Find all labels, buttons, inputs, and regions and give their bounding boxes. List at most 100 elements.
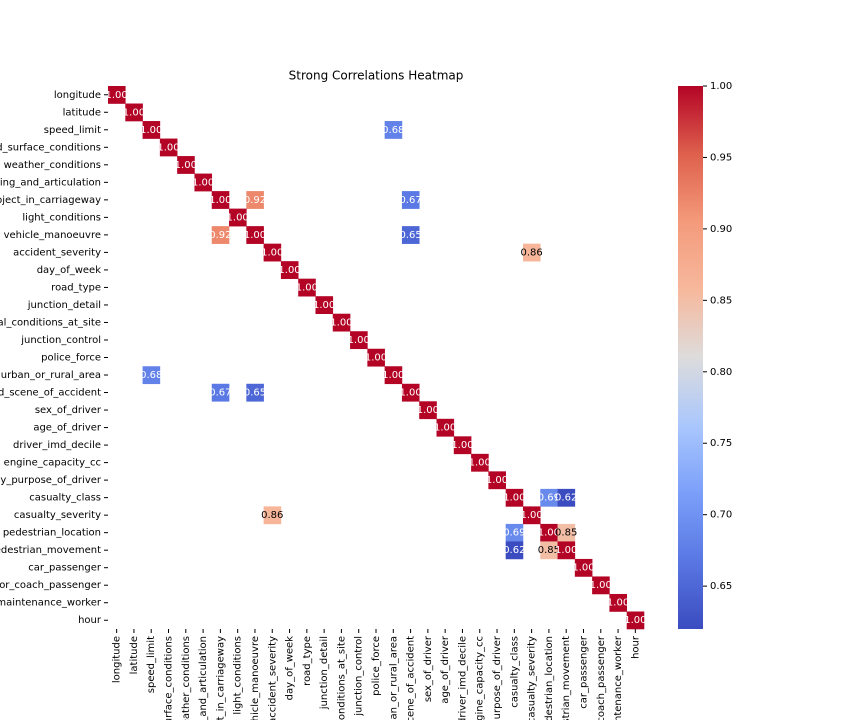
heatmap-cell [488, 471, 506, 490]
chart-title: Strong Correlations Heatmap [289, 69, 464, 83]
cell-label: 1.00 [417, 405, 439, 416]
x-tick-label: police_force [371, 636, 382, 696]
heatmap-cell [108, 86, 126, 104]
heatmap-cell [609, 593, 628, 612]
heatmap-cell [574, 558, 593, 577]
heatmap-cell [229, 208, 247, 227]
heatmap-cell [522, 243, 541, 262]
y-tick-label: police_force [41, 353, 101, 364]
heatmap-cell [246, 383, 264, 402]
y-tick-label: vehicle_manoeuvre [4, 230, 101, 241]
cell-label: 1.00 [123, 107, 145, 118]
x-tick-label: sex_of_driver [423, 635, 434, 702]
heatmap-cell [557, 523, 576, 542]
heatmap-cell [246, 191, 264, 209]
x-tick-label: accident_severity [267, 636, 278, 720]
y-tick-label: latitude [63, 107, 101, 118]
heatmap-cell [540, 541, 558, 560]
cell-label: 1.00 [244, 230, 266, 241]
cell-label: 1.00 [503, 493, 525, 504]
cell-label: 1.00 [157, 142, 179, 153]
x-tick-label: casualty_severity [527, 636, 538, 720]
heatmap-cell [401, 226, 420, 244]
heatmap-cell [211, 226, 230, 244]
x-tick-label: special_conditions_at_site [336, 636, 347, 720]
cell-label: 1.00 [175, 160, 197, 171]
colorbar-tick-label: 0.90 [710, 224, 732, 235]
cell-label: 1.00 [313, 300, 335, 311]
cell-label: 1.00 [486, 475, 508, 486]
y-tick-label: road_type [51, 282, 101, 293]
cell-label: 0.86 [520, 247, 542, 258]
x-tick-label: road_type [302, 636, 313, 686]
cell-label: 0.92 [209, 230, 231, 241]
heatmap-cell [401, 383, 420, 402]
cell-label: 1.00 [607, 598, 629, 609]
x-tick-label: latitude [129, 636, 140, 674]
heatmap-cell [367, 348, 385, 367]
y-tick-label: journey_purpose_of_driver [0, 475, 102, 486]
y-tick-label: junction_control [20, 335, 101, 346]
y-tick-label: hour [78, 615, 102, 626]
heatmap-cell [436, 418, 455, 437]
heatmap-cell [471, 453, 489, 472]
heatmap-cell [505, 523, 524, 542]
x-tick-label: road_surface_conditions [164, 636, 175, 720]
heatmap-cell [298, 278, 316, 297]
cell-label: 0.67 [399, 195, 421, 206]
cell-label: 1.00 [434, 423, 456, 434]
cell-label: 1.00 [278, 265, 300, 276]
colorbar-tick-label: 0.95 [710, 152, 732, 163]
colorbar [678, 86, 703, 629]
heatmap-cell [384, 366, 403, 385]
heatmap-cell [626, 611, 645, 630]
cell-label: 1.00 [469, 458, 491, 469]
cell-label: 0.92 [244, 195, 266, 206]
cell-label: 1.00 [520, 510, 542, 521]
x-tick-label: vehicle_manoeuvre [250, 636, 261, 720]
x-tick-label: age_of_driver [440, 635, 451, 704]
cell-label: 1.00 [365, 353, 387, 364]
colorbar-tick-label: 0.65 [710, 581, 732, 592]
x-tick-label: pedestrian_road_maintenance_worker [613, 635, 624, 720]
x-tick-label: bus_or_coach_passenger [596, 635, 607, 720]
y-tick-label: engine_capacity_cc [4, 458, 101, 469]
y-tick-label: bus_or_coach_passenger [0, 580, 102, 591]
y-tick-label: junction_detail [27, 300, 101, 311]
y-tick-label: hit_object_in_carriageway [0, 195, 101, 206]
cell-label: 0.69 [503, 528, 525, 539]
cell-label: 1.00 [106, 90, 128, 101]
y-tick-label: weather_conditions [4, 160, 101, 171]
cell-label: 1.00 [624, 615, 646, 626]
x-tick-label: casualty_class [509, 636, 520, 708]
heatmap-cell [522, 506, 541, 525]
heatmap-cell [125, 103, 143, 122]
cell-label: 1.00 [227, 212, 249, 223]
cell-label: 1.00 [140, 125, 162, 136]
cell-label: 0.67 [209, 388, 231, 399]
heatmap-cell [557, 488, 576, 507]
cell-label: 1.00 [209, 195, 231, 206]
cell-label: 1.00 [261, 247, 283, 258]
y-tick-label: day_of_week [37, 265, 102, 276]
y-tick-label: longitude [54, 90, 101, 101]
heatmap-cell [263, 506, 282, 525]
heatmap-cell [540, 523, 558, 542]
heatmap-cell [315, 296, 334, 315]
y-tick-label: pedestrian_road_maintenance_worker [0, 598, 102, 609]
colorbar-tick-label: 0.70 [710, 510, 732, 521]
heatmap-cell [592, 576, 610, 595]
heatmap-cell [142, 366, 161, 385]
cell-label: 1.00 [451, 440, 473, 451]
colorbar-tick-label: 0.75 [710, 438, 732, 449]
x-tick-label: light_conditions [233, 636, 244, 715]
y-tick-label: urban_or_rural_area [1, 370, 101, 381]
cell-label: 0.62 [503, 545, 525, 556]
cell-label: 1.00 [572, 563, 594, 574]
y-tick-label: pedestrian_movement [0, 545, 101, 556]
heatmap-cell [332, 313, 351, 332]
y-tick-label: special_conditions_at_site [0, 317, 101, 328]
heatmap-cell [453, 436, 472, 455]
x-tick-label: longitude [112, 636, 123, 683]
